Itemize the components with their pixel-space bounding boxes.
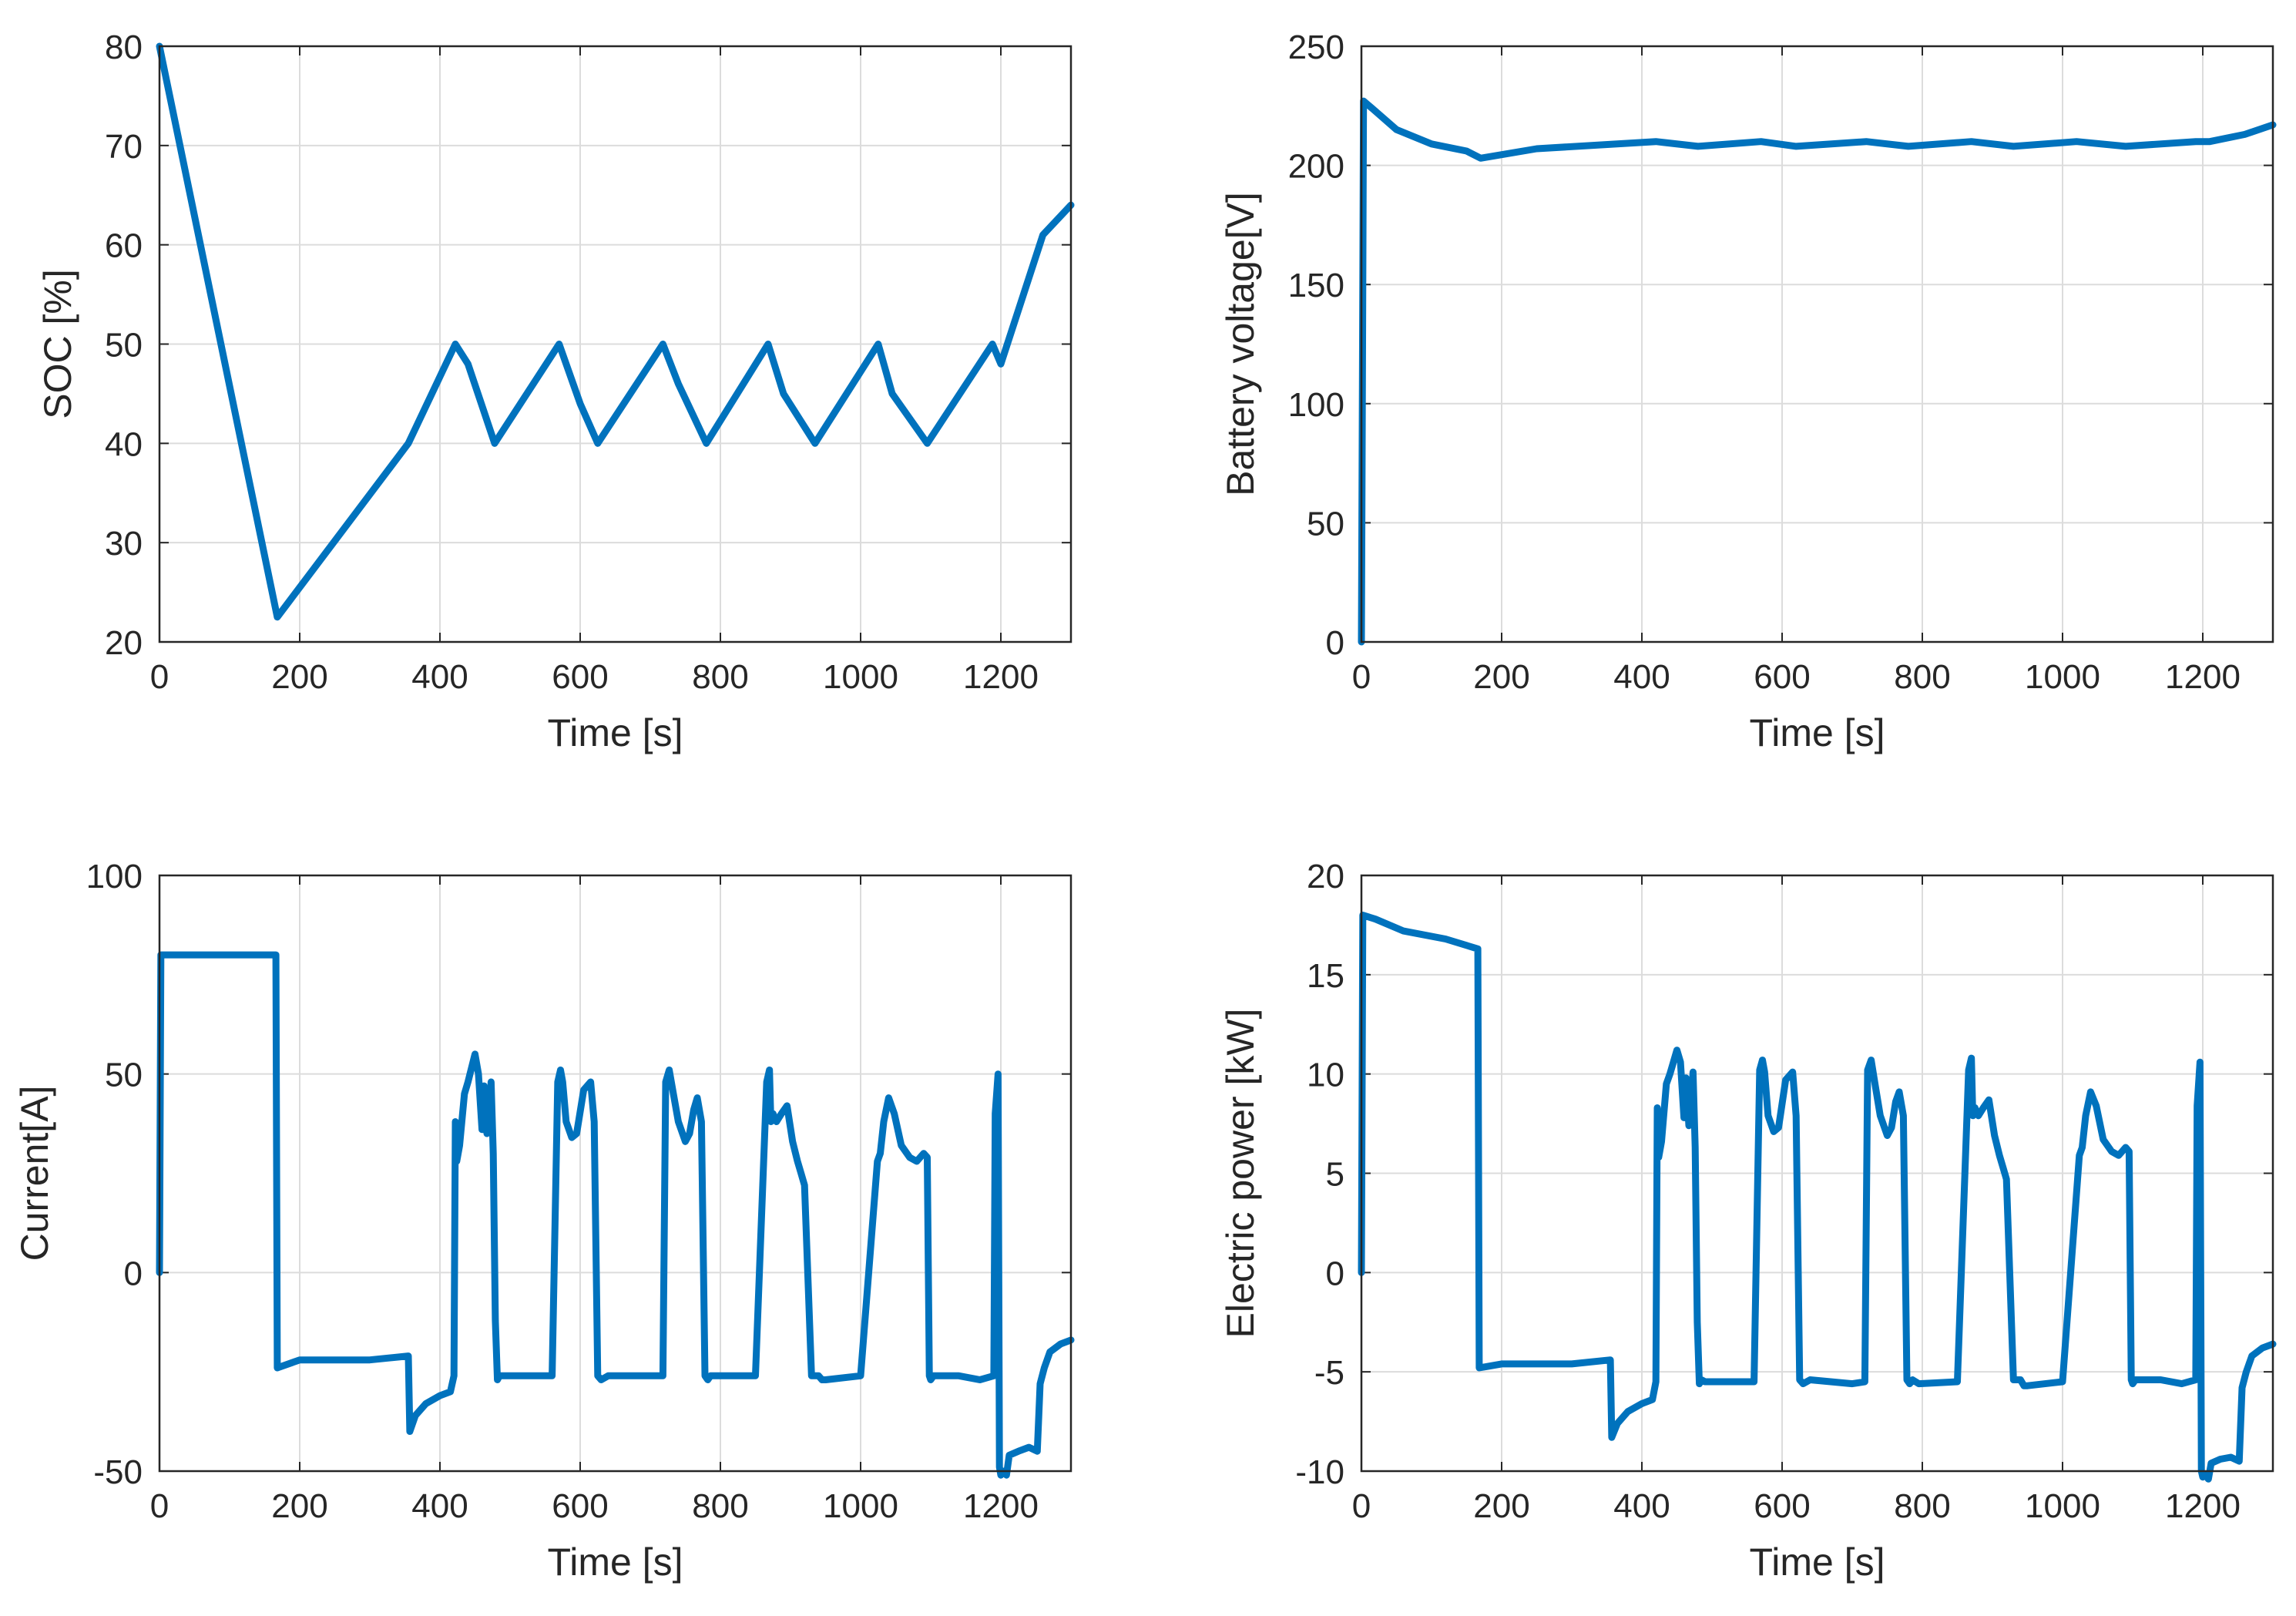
voltage-y-tick: 200 bbox=[1288, 148, 1344, 186]
power-x-tick: 400 bbox=[1613, 1487, 1670, 1525]
power-x-tick: 1000 bbox=[2025, 1487, 2100, 1525]
soc-axes-frame bbox=[158, 45, 1072, 643]
current-x-axis-label: Time [s] bbox=[548, 1540, 683, 1584]
current-x-tick: 200 bbox=[271, 1487, 327, 1525]
power-y-tick: -5 bbox=[1314, 1354, 1344, 1392]
voltage-x-tick: 1200 bbox=[2165, 658, 2241, 696]
soc-y-tick: 60 bbox=[105, 227, 143, 265]
current-y-ticks: -50 0 50 100 bbox=[86, 858, 143, 1491]
voltage-plot-area bbox=[1361, 46, 2273, 642]
soc-x-ticks: 0 200 400 600 800 1000 1200 bbox=[150, 658, 1039, 696]
voltage-x-tick: 600 bbox=[1754, 658, 1810, 696]
power-x-tick: 0 bbox=[1352, 1487, 1371, 1525]
current-x-tick: 400 bbox=[411, 1487, 468, 1525]
soc-x-tick: 600 bbox=[552, 658, 608, 696]
power-x-tick: 1200 bbox=[2165, 1487, 2241, 1525]
voltage-y-tick: 0 bbox=[1326, 624, 1344, 662]
power-x-tick: 200 bbox=[1473, 1487, 1529, 1525]
soc-x-axis-label: Time [s] bbox=[548, 711, 683, 754]
soc-x-tick: 400 bbox=[411, 658, 468, 696]
soc-y-ticks: 20 30 40 50 60 70 80 bbox=[105, 29, 143, 662]
current-chart: 0 200 400 600 800 1000 1200 -50 0 50 100… bbox=[13, 858, 1075, 1584]
current-x-tick: 0 bbox=[150, 1487, 169, 1525]
power-series-line bbox=[1358, 912, 2277, 1483]
soc-x-tick: 1000 bbox=[823, 658, 898, 696]
power-y-tick: -10 bbox=[1295, 1453, 1344, 1491]
soc-y-tick: 70 bbox=[105, 128, 143, 166]
soc-y-tick: 20 bbox=[105, 624, 143, 662]
soc-series-line bbox=[156, 42, 1075, 621]
power-y-tick: 5 bbox=[1326, 1156, 1344, 1194]
voltage-y-axis-label: Battery voltage[V] bbox=[1219, 192, 1262, 496]
soc-y-tick: 50 bbox=[105, 327, 143, 365]
current-y-tick: -50 bbox=[93, 1453, 143, 1491]
power-x-tick: 800 bbox=[1894, 1487, 1950, 1525]
current-plot-area bbox=[159, 875, 1071, 1471]
soc-grid bbox=[159, 46, 1071, 642]
soc-y-tick: 30 bbox=[105, 525, 143, 563]
soc-x-tick: 200 bbox=[271, 658, 327, 696]
soc-x-tick: 0 bbox=[150, 658, 169, 696]
voltage-x-tick: 0 bbox=[1352, 658, 1371, 696]
soc-y-axis-label: SOC [%] bbox=[36, 269, 79, 418]
power-x-axis-label: Time [s] bbox=[1750, 1540, 1885, 1584]
voltage-y-ticks: 0 50 100 150 200 250 bbox=[1288, 29, 1344, 662]
power-y-tick: 0 bbox=[1326, 1255, 1344, 1292]
current-y-tick: 50 bbox=[105, 1057, 143, 1094]
soc-x-tick: 800 bbox=[692, 658, 748, 696]
current-x-tick: 800 bbox=[692, 1487, 748, 1525]
voltage-y-tick: 50 bbox=[1307, 505, 1344, 543]
voltage-x-axis-label: Time [s] bbox=[1750, 711, 1885, 754]
power-y-tick: 20 bbox=[1307, 858, 1344, 895]
power-x-tick: 600 bbox=[1754, 1487, 1810, 1525]
current-x-tick: 1000 bbox=[823, 1487, 898, 1525]
power-y-ticks: -10 -5 0 5 10 15 20 bbox=[1295, 858, 1344, 1491]
voltage-series-line bbox=[1358, 97, 2277, 646]
voltage-y-tick: 250 bbox=[1288, 29, 1344, 66]
power-axes-frame bbox=[1360, 874, 2274, 1473]
power-chart: 0 200 400 600 800 1000 1200 -10 -5 0 5 1… bbox=[1219, 858, 2277, 1584]
power-x-ticks: 0 200 400 600 800 1000 1200 bbox=[1352, 1487, 2241, 1525]
voltage-x-tick: 1000 bbox=[2025, 658, 2100, 696]
voltage-axes-frame bbox=[1360, 45, 2274, 643]
current-axes-frame bbox=[158, 874, 1072, 1473]
voltage-x-tick: 800 bbox=[1894, 658, 1950, 696]
soc-y-tick: 40 bbox=[105, 425, 143, 463]
voltage-x-tick: 400 bbox=[1613, 658, 1670, 696]
soc-chart: 0 200 400 600 800 1000 1200 20 30 40 50 … bbox=[36, 29, 1075, 754]
current-x-tick: 600 bbox=[552, 1487, 608, 1525]
voltage-x-ticks: 0 200 400 600 800 1000 1200 bbox=[1352, 658, 2241, 696]
current-x-tick: 1200 bbox=[963, 1487, 1039, 1525]
current-y-axis-label: Current[A] bbox=[13, 1086, 56, 1262]
soc-y-tick: 80 bbox=[105, 29, 143, 66]
voltage-chart: 0 200 400 600 800 1000 1200 0 50 100 150… bbox=[1219, 29, 2277, 754]
soc-x-tick: 1200 bbox=[963, 658, 1039, 696]
current-y-tick: 0 bbox=[124, 1255, 143, 1292]
voltage-x-tick: 200 bbox=[1473, 658, 1529, 696]
current-y-tick: 100 bbox=[86, 858, 143, 895]
current-x-ticks: 0 200 400 600 800 1000 1200 bbox=[150, 1487, 1039, 1525]
power-y-tick: 15 bbox=[1307, 957, 1344, 995]
voltage-y-tick: 100 bbox=[1288, 386, 1344, 424]
current-series-line bbox=[156, 951, 1075, 1479]
power-y-tick: 10 bbox=[1307, 1057, 1344, 1094]
power-y-axis-label: Electric power [kW] bbox=[1219, 1009, 1262, 1339]
voltage-y-tick: 150 bbox=[1288, 267, 1344, 304]
